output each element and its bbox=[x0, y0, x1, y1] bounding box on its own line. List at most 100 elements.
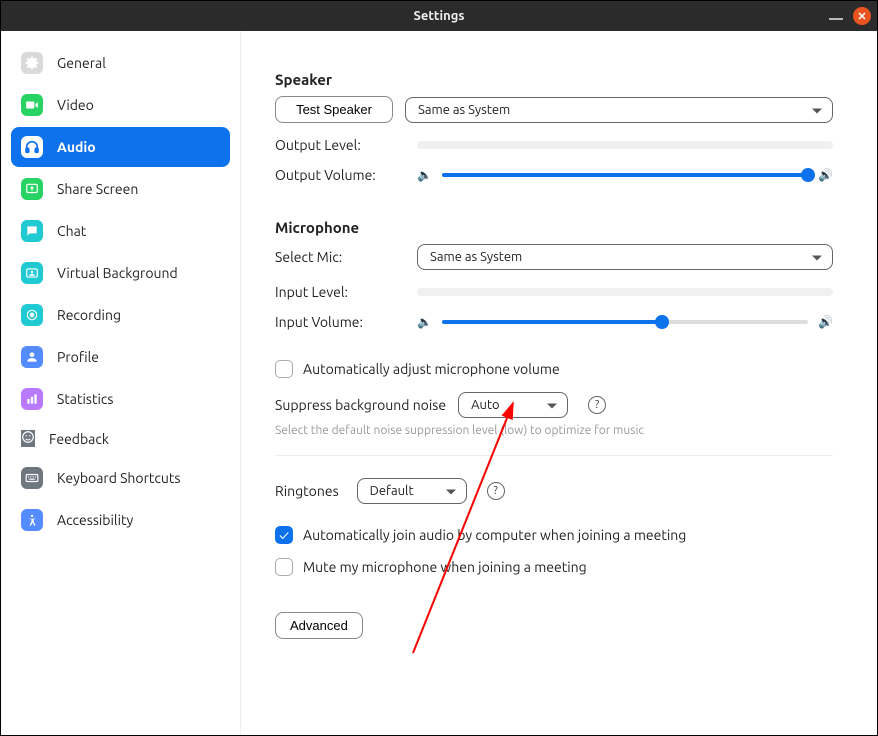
speaker-device-row: Test Speaker Same as System bbox=[275, 96, 833, 123]
sidebar-item-keyboard[interactable]: Keyboard Shortcuts bbox=[11, 458, 230, 498]
speaker-low-icon: 🔈 bbox=[417, 315, 432, 329]
suppress-label: Suppress background noise bbox=[275, 397, 446, 413]
output-volume-row: Output Volume: 🔈 🔊 bbox=[275, 167, 833, 183]
auto-adjust-label: Automatically adjust microphone volume bbox=[303, 361, 560, 377]
slider-track[interactable] bbox=[442, 173, 808, 177]
ringtones-row: Ringtones Default ? bbox=[275, 478, 833, 504]
chat-icon bbox=[21, 220, 43, 242]
divider bbox=[275, 455, 833, 456]
suppress-select[interactable]: Auto bbox=[458, 392, 568, 418]
info-icon[interactable]: ? bbox=[588, 396, 606, 414]
slider-fill bbox=[442, 320, 662, 324]
speaker-title: Speaker bbox=[275, 71, 833, 88]
input-level-meter bbox=[417, 288, 833, 296]
mute-on-join-checkbox[interactable] bbox=[275, 558, 293, 576]
input-level-label: Input Level: bbox=[275, 284, 405, 300]
sidebar-item-sharescreen[interactable]: Share Screen bbox=[11, 169, 230, 209]
content: Speaker Test Speaker Same as System Outp… bbox=[241, 31, 877, 735]
output-level-label: Output Level: bbox=[275, 137, 405, 153]
share-icon bbox=[21, 178, 43, 200]
auto-join-checkbox[interactable]: ✓ bbox=[275, 526, 293, 544]
sidebar-item-label: Audio bbox=[57, 139, 96, 155]
keyboard-icon bbox=[21, 467, 43, 489]
sidebar-item-video[interactable]: Video bbox=[11, 85, 230, 125]
auto-join-row: ✓ Automatically join audio by computer w… bbox=[275, 526, 833, 544]
chevron-down-icon bbox=[812, 108, 822, 113]
window-title: Settings bbox=[413, 9, 464, 23]
accessibility-icon bbox=[21, 509, 43, 531]
output-level-meter bbox=[417, 141, 833, 149]
record-icon bbox=[21, 304, 43, 326]
sidebar-item-recording[interactable]: Recording bbox=[11, 295, 230, 335]
sidebar-item-audio[interactable]: Audio bbox=[11, 127, 230, 167]
ringtones-value: Default bbox=[370, 484, 414, 498]
close-icon[interactable]: ✕ bbox=[853, 7, 871, 25]
output-volume-slider[interactable]: 🔈 🔊 bbox=[417, 168, 833, 182]
sidebar-item-feedback[interactable]: Feedback bbox=[11, 421, 230, 456]
speaker-device-value: Same as System bbox=[418, 103, 510, 117]
sidebar-item-accessibility[interactable]: Accessibility bbox=[11, 500, 230, 540]
sidebar-item-virtualbg[interactable]: Virtual Background bbox=[11, 253, 230, 293]
mic-select-label: Select Mic: bbox=[275, 249, 405, 265]
sidebar-item-chat[interactable]: Chat bbox=[11, 211, 230, 251]
stats-icon bbox=[21, 388, 43, 410]
input-volume-row: Input Volume: 🔈 🔊 bbox=[275, 314, 833, 330]
auto-adjust-row: Automatically adjust microphone volume bbox=[275, 360, 833, 378]
headphones-icon bbox=[21, 136, 43, 158]
sidebar-item-label: Feedback bbox=[49, 431, 109, 447]
mute-on-join-row: Mute my microphone when joining a meetin… bbox=[275, 558, 833, 576]
ringtones-select[interactable]: Default bbox=[357, 478, 467, 504]
output-level-row: Output Level: bbox=[275, 137, 833, 153]
auto-join-label: Automatically join audio by computer whe… bbox=[303, 527, 686, 543]
mic-select-row: Select Mic: Same as System bbox=[275, 244, 833, 270]
titlebar: Settings ✕ bbox=[1, 1, 877, 31]
auto-adjust-checkbox[interactable] bbox=[275, 360, 293, 378]
mute-on-join-label: Mute my microphone when joining a meetin… bbox=[303, 559, 587, 575]
suppress-help: Select the default noise suppression lev… bbox=[275, 424, 833, 437]
virtual-bg-icon bbox=[21, 262, 43, 284]
sidebar-item-statistics[interactable]: Statistics bbox=[11, 379, 230, 419]
gear-icon bbox=[21, 52, 43, 74]
minimize-icon[interactable] bbox=[829, 18, 843, 20]
sidebar-item-label: General bbox=[57, 55, 106, 71]
ringtones-label: Ringtones bbox=[275, 483, 339, 499]
sidebar-item-label: Accessibility bbox=[57, 512, 133, 528]
settings-window: Settings ✕ General Video Audio Share Scr… bbox=[0, 0, 878, 736]
slider-track[interactable] bbox=[442, 320, 808, 324]
sidebar-item-label: Video bbox=[57, 97, 94, 113]
chevron-down-icon bbox=[547, 404, 557, 409]
sidebar-item-label: Recording bbox=[57, 307, 121, 323]
speaker-high-icon: 🔊 bbox=[818, 168, 833, 182]
sidebar: General Video Audio Share Screen Chat Vi… bbox=[1, 31, 241, 735]
sidebar-item-profile[interactable]: Profile bbox=[11, 337, 230, 377]
sidebar-item-label: Share Screen bbox=[57, 181, 138, 197]
input-volume-slider[interactable]: 🔈 🔊 bbox=[417, 315, 833, 329]
suppress-row: Suppress background noise Auto ? bbox=[275, 392, 833, 418]
chevron-down-icon bbox=[446, 490, 456, 495]
advanced-button[interactable]: Advanced bbox=[275, 612, 363, 639]
video-icon bbox=[21, 94, 43, 116]
speaker-low-icon: 🔈 bbox=[417, 168, 432, 182]
output-volume-label: Output Volume: bbox=[275, 167, 405, 183]
profile-icon bbox=[21, 346, 43, 368]
suppress-value: Auto bbox=[471, 398, 500, 412]
sidebar-item-label: Keyboard Shortcuts bbox=[57, 470, 180, 486]
info-icon[interactable]: ? bbox=[487, 482, 505, 500]
sidebar-item-label: Virtual Background bbox=[57, 265, 178, 281]
input-volume-label: Input Volume: bbox=[275, 314, 405, 330]
body: General Video Audio Share Screen Chat Vi… bbox=[1, 31, 877, 735]
sidebar-item-label: Statistics bbox=[57, 391, 113, 407]
speaker-device-select[interactable]: Same as System bbox=[405, 97, 833, 123]
mic-title: Microphone bbox=[275, 219, 833, 236]
feedback-icon bbox=[21, 430, 35, 447]
slider-thumb[interactable] bbox=[655, 315, 669, 329]
mic-device-select[interactable]: Same as System bbox=[417, 244, 833, 270]
sidebar-item-label: Chat bbox=[57, 223, 86, 239]
slider-thumb[interactable] bbox=[801, 168, 815, 182]
mic-device-value: Same as System bbox=[430, 250, 522, 264]
sidebar-item-general[interactable]: General bbox=[11, 43, 230, 83]
chevron-down-icon bbox=[812, 256, 822, 261]
input-level-row: Input Level: bbox=[275, 284, 833, 300]
slider-fill bbox=[442, 173, 808, 177]
test-speaker-button[interactable]: Test Speaker bbox=[275, 96, 393, 123]
